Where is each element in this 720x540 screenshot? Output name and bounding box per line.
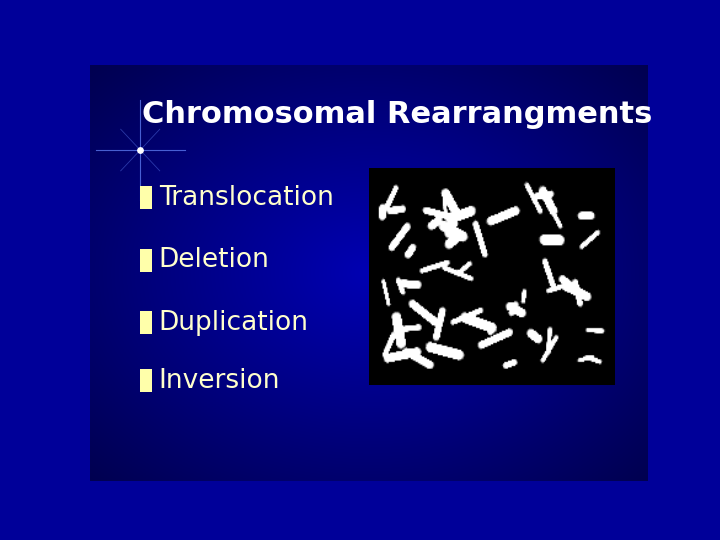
Text: Inversion: Inversion	[158, 368, 280, 394]
Bar	[140, 186, 153, 210]
Bar	[140, 249, 153, 272]
Text: Duplication: Duplication	[158, 309, 309, 335]
Text: Chromosomal Rearrangments: Chromosomal Rearrangments	[142, 100, 652, 129]
Bar	[140, 311, 153, 334]
Bar	[140, 369, 153, 392]
Text: Deletion: Deletion	[158, 247, 269, 273]
Point	[135, 146, 146, 154]
Text: Translocation: Translocation	[158, 185, 333, 211]
